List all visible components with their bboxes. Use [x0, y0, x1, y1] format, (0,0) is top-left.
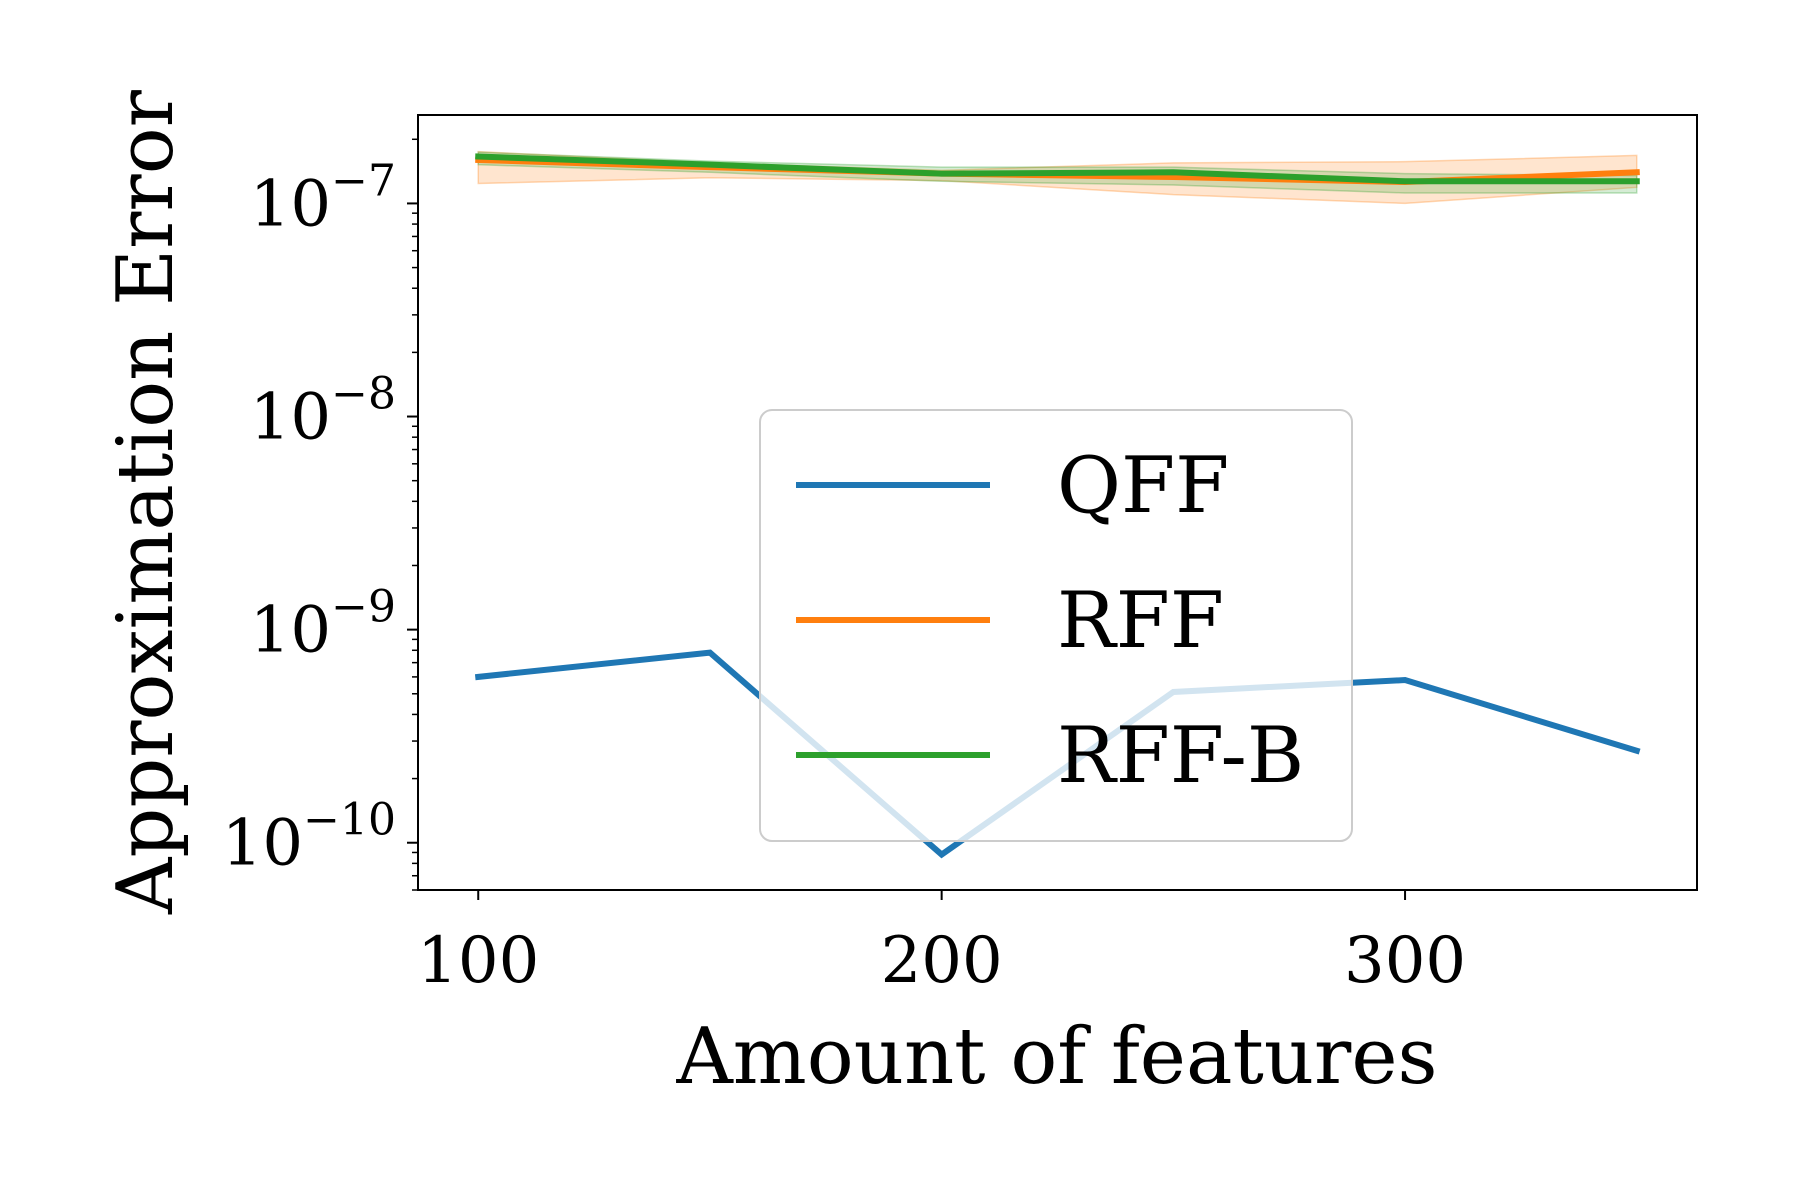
x-tick-label: 300 [1344, 924, 1466, 998]
y-tick-label: 10−7 [250, 155, 396, 241]
x-axis-ticks: 100 200 300 [417, 890, 1466, 998]
y-tick-label: 10−10 [222, 795, 396, 881]
series-line-rff-b [475, 153, 1640, 185]
y-tick-label: 10−9 [250, 582, 396, 668]
x-tick-label: 200 [881, 924, 1003, 998]
y-axis-title: Approximation Error [101, 89, 191, 915]
y-tick-label: 10−8 [250, 369, 396, 455]
legend-label-rff: RFF [1057, 576, 1224, 666]
x-tick-label: 100 [417, 924, 539, 998]
legend-label-rff-b: RFF-B [1057, 711, 1304, 801]
y-axis-ticks: 10−10 10−9 10−8 10−7 [222, 138, 418, 891]
legend-box [759, 409, 1353, 842]
legend: QFF RFF RFF-B [759, 409, 1353, 842]
x-axis-title: Amount of features [675, 1012, 1437, 1102]
plot-area-frame [417, 114, 1698, 891]
legend-label-qff: QFF [1057, 441, 1229, 531]
